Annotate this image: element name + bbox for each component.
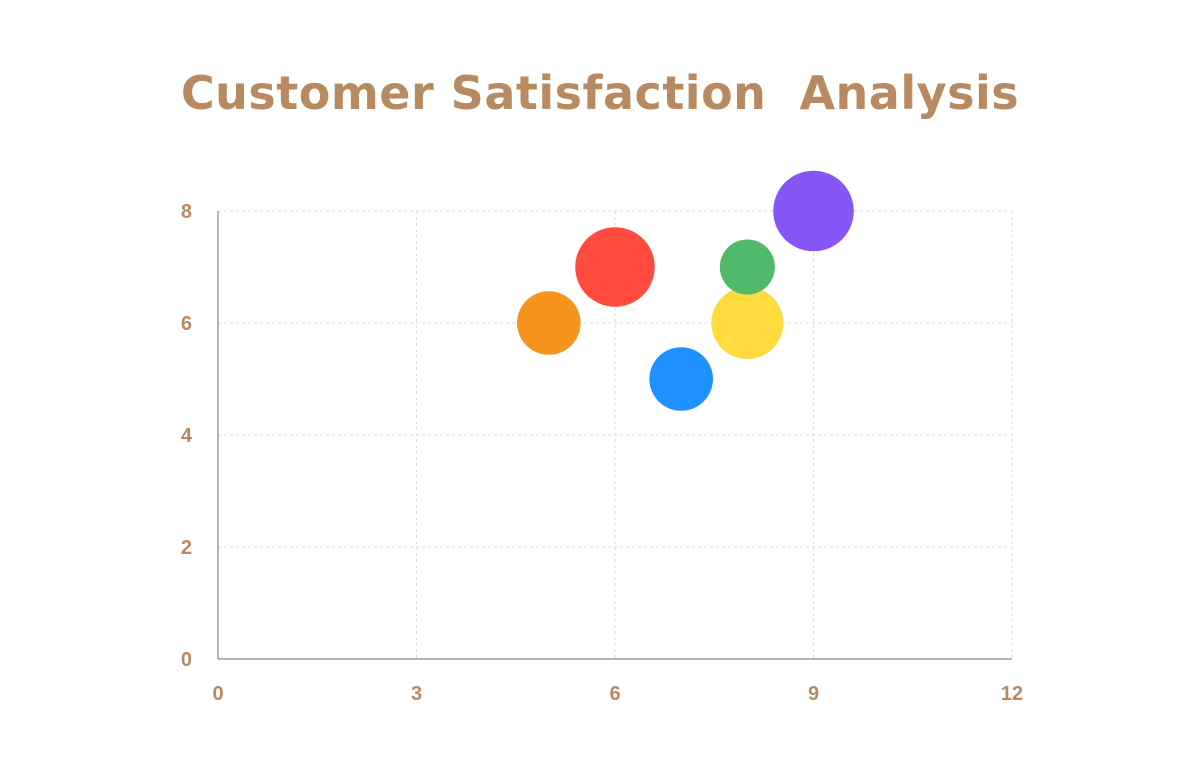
bubble-3 [711,286,784,360]
x-tick-label-4: 12 [1001,683,1023,705]
y-tick-label-3: 6 [181,313,192,335]
x-tick-label-3: 9 [808,683,819,705]
bubbles [517,170,854,411]
bubble-5 [773,170,854,252]
chart-title: Customer Satisfaction Analysis [180,66,1020,120]
x-tick-label-1: 3 [411,683,422,705]
y-tick-label-4: 8 [181,201,192,223]
tick-labels: 0 3 6 9 12 0 2 4 6 8 [181,201,1023,705]
y-tick-label-1: 2 [181,537,192,559]
axes [217,211,1012,660]
x-tick-label-0: 0 [212,683,223,705]
y-tick-label-0: 0 [181,649,192,671]
bubble-2 [649,347,713,411]
y-tick-label-2: 4 [181,425,193,447]
bubble-1 [575,227,655,307]
bubble-0 [517,291,581,355]
x-tick-label-2: 6 [609,683,620,705]
bubble-4 [719,239,775,295]
